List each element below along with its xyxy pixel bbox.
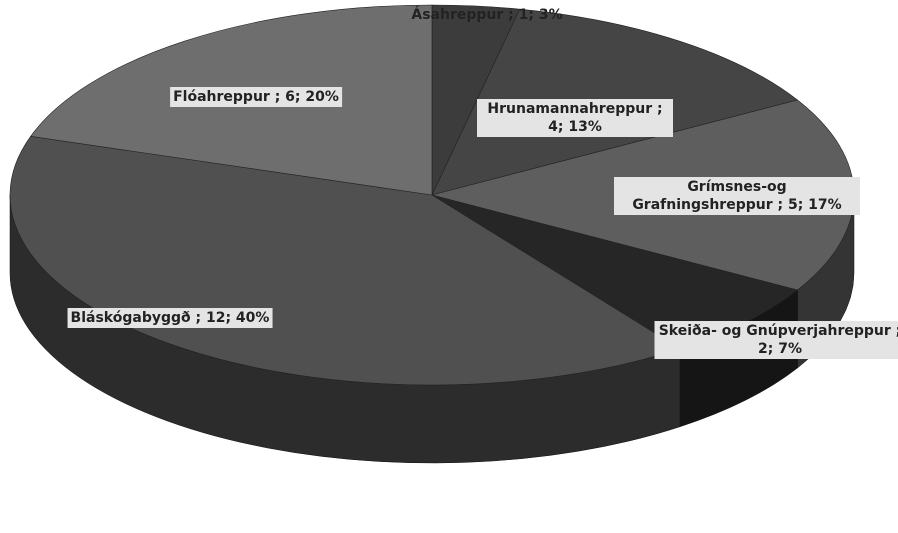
data-label: Grímsnes-og Grafningshreppur ; 5; 17% — [614, 177, 860, 215]
data-label: Ásahreppur ; 1; 3% — [411, 7, 563, 23]
data-label: Skeiða- og Gnúpverjahreppur ; 2; 7% — [654, 321, 898, 359]
data-label: Flóahreppur ; 6; 20% — [170, 87, 342, 107]
data-label: Bláskógabyggð ; 12; 40% — [67, 308, 273, 328]
data-label: Hrunamannahreppur ; 4; 13% — [477, 99, 673, 137]
